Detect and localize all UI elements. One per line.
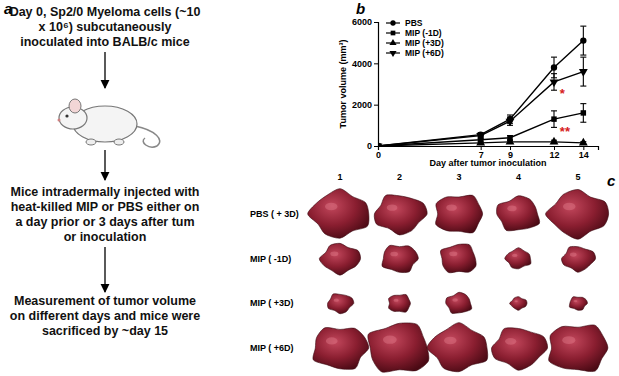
data-point bbox=[550, 79, 559, 87]
legend-label: MIP (+6D) bbox=[405, 48, 444, 58]
data-point bbox=[581, 110, 586, 115]
data-point bbox=[378, 143, 382, 146]
error-bar bbox=[580, 26, 586, 55]
figure: aDay 0, Sp2/0 Myeloma cells (~10x 10⁶) s… bbox=[0, 0, 619, 376]
plot-area bbox=[378, 26, 588, 146]
mouse-icon bbox=[58, 99, 160, 147]
panel-b: b07912140200040006000Day after tumor ino… bbox=[338, 0, 599, 168]
error-bar bbox=[551, 111, 557, 128]
tumor-photo bbox=[427, 323, 488, 372]
panel-c: c 1 2 3 4 5 PBS ( + 3D) MIP ( -1D) MIP ( +3D) MIP… bbox=[250, 172, 616, 372]
tick-mark bbox=[374, 22, 378, 23]
column-label: 2 bbox=[397, 172, 402, 182]
column-label: 1 bbox=[337, 172, 342, 182]
tumor-photo bbox=[491, 328, 547, 370]
tumor-photo bbox=[446, 292, 472, 313]
tick-label: 12 bbox=[549, 150, 559, 160]
tick-label: 0 bbox=[367, 141, 372, 151]
tumor-photo bbox=[374, 195, 427, 235]
data-point bbox=[579, 69, 588, 77]
error-bar bbox=[580, 104, 586, 123]
row-label: MIP ( -1D) bbox=[250, 254, 291, 264]
tick-label: 0 bbox=[376, 150, 381, 160]
legend-item: PBS bbox=[386, 18, 423, 28]
tick: 6000 bbox=[352, 17, 378, 27]
step-text: Measurement of tumor volumeon different … bbox=[10, 294, 200, 338]
legend-label: MIP (-1D) bbox=[405, 28, 442, 38]
tick: 14 bbox=[579, 146, 589, 160]
tumor-photo bbox=[546, 189, 609, 239]
column-label: 3 bbox=[456, 172, 461, 182]
annotation: ** bbox=[560, 124, 571, 139]
tick-mark bbox=[374, 146, 378, 147]
tumor-photo bbox=[510, 297, 527, 311]
tumor-photo bbox=[561, 246, 595, 272]
legend-symbol bbox=[389, 39, 396, 45]
legend: PBSMIP (-1D)MIP (+3D)MIP (+6D) bbox=[386, 18, 444, 58]
axis-line bbox=[379, 147, 599, 151]
step-text: Day 0, Sp2/0 Myeloma cells (~10x 10⁶) su… bbox=[10, 5, 201, 49]
tick-mark bbox=[374, 63, 378, 64]
tumor-photo bbox=[328, 294, 354, 314]
annotation: * bbox=[560, 86, 566, 101]
tick: 0 bbox=[376, 146, 381, 160]
row-label: PBS ( + 3D) bbox=[250, 209, 299, 219]
legend-symbol bbox=[389, 51, 396, 57]
data-point bbox=[551, 64, 557, 70]
legend-item: MIP (+3D) bbox=[386, 38, 444, 48]
column-label: 5 bbox=[575, 172, 580, 182]
column-label: 4 bbox=[516, 172, 521, 182]
tick: 0 bbox=[367, 141, 378, 151]
legend-label: MIP (+3D) bbox=[405, 38, 444, 48]
step-text: Mice intradermally injected withheat-kil… bbox=[11, 185, 200, 244]
series-line bbox=[378, 72, 583, 146]
data-point bbox=[506, 137, 515, 145]
tick: 2000 bbox=[352, 100, 378, 110]
tumor-photo bbox=[505, 248, 531, 269]
tick: 12 bbox=[549, 146, 559, 160]
y-axis-title: Tumor volume (mm³) bbox=[338, 40, 348, 129]
flow-arrow bbox=[104, 52, 105, 88]
tick-mark bbox=[374, 105, 378, 106]
tumor-photo bbox=[436, 195, 483, 233]
data-point bbox=[579, 138, 588, 146]
tumor-photo bbox=[308, 189, 369, 239]
series-line bbox=[378, 113, 583, 146]
tumor-photo bbox=[382, 245, 418, 272]
data-point bbox=[550, 137, 559, 145]
tick-label: 2000 bbox=[352, 100, 372, 110]
legend-item: MIP (-1D) bbox=[386, 28, 442, 38]
tick: 4000 bbox=[352, 59, 378, 69]
data-point bbox=[476, 133, 485, 141]
axis-line bbox=[374, 23, 379, 147]
legend-label: PBS bbox=[405, 18, 423, 28]
tumor-photo bbox=[319, 243, 360, 275]
data-point bbox=[580, 37, 586, 43]
row-label: MIP ( +3D) bbox=[250, 298, 294, 308]
row-label: MIP ( +6D) bbox=[250, 343, 294, 353]
tumor-photo bbox=[389, 294, 411, 312]
tumor-photo bbox=[569, 297, 587, 311]
tumor-photo bbox=[313, 327, 369, 369]
legend-item: MIP (+6D) bbox=[386, 48, 444, 58]
series-line bbox=[378, 41, 583, 146]
legend-symbol bbox=[391, 31, 396, 36]
legend-symbol bbox=[390, 20, 395, 25]
tick-label: 6000 bbox=[352, 17, 372, 27]
tick-label: 4000 bbox=[352, 59, 372, 69]
tumor-photo bbox=[497, 196, 540, 231]
flow-arrow bbox=[104, 247, 105, 292]
panel-a: aDay 0, Sp2/0 Myeloma cells (~10x 10⁶) s… bbox=[4, 0, 200, 338]
tumor-photo bbox=[368, 323, 429, 372]
data-point bbox=[551, 116, 556, 121]
tick-label: 14 bbox=[579, 150, 589, 160]
x-axis-title: Day after tumor inoculation bbox=[429, 158, 546, 168]
data-point bbox=[506, 119, 515, 127]
y-axis: 0 2000 4000 6000 bbox=[352, 17, 379, 151]
flow-arrow bbox=[104, 150, 105, 180]
tumor-photo bbox=[549, 325, 608, 372]
panel-label: c bbox=[607, 172, 616, 189]
tumor-photo bbox=[440, 244, 476, 273]
panel-label: b bbox=[356, 0, 365, 17]
